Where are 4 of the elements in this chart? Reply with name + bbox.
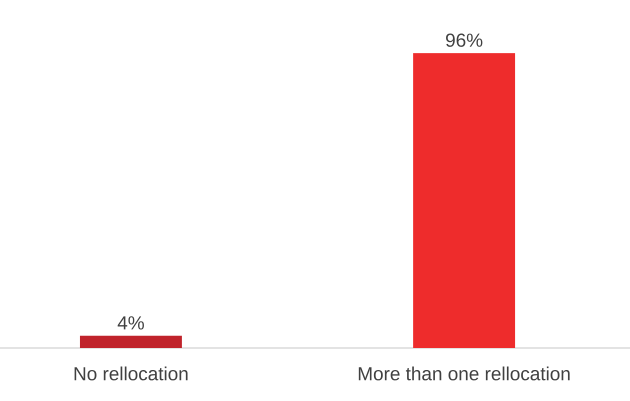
x-tick-label: More than one rellocation — [358, 366, 570, 380]
data-label: 96% — [446, 33, 482, 47]
data-label: 4% — [118, 316, 144, 330]
x-tick-label: No rellocation — [74, 366, 188, 380]
